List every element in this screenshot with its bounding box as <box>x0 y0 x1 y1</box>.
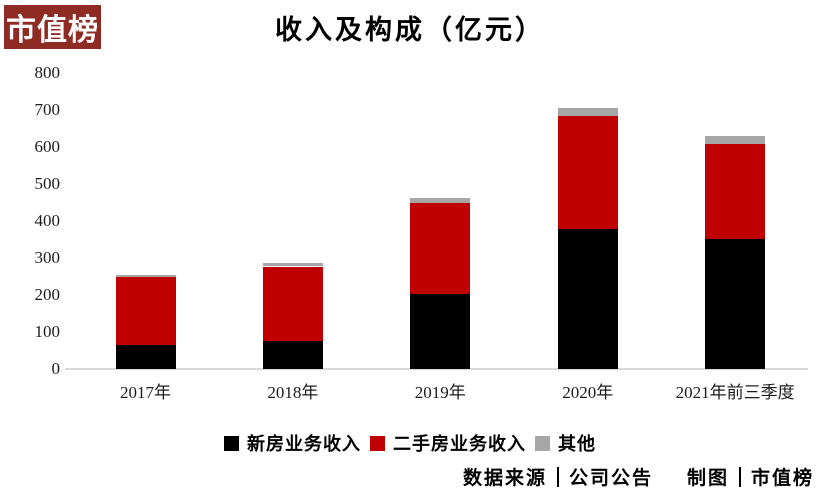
y-tick-label: 500 <box>34 174 61 193</box>
legend-label: 其他 <box>558 434 596 454</box>
legend-swatch <box>224 435 239 451</box>
bar-segment <box>410 202 471 294</box>
site-logo: 市值榜 <box>4 5 101 49</box>
bar-segment <box>705 238 766 369</box>
y-tick-label: 700 <box>34 100 61 119</box>
bar-segment <box>705 143 766 239</box>
chart-title: 收入及构成（亿元） <box>275 15 545 45</box>
legend: 新房业务收入 二手房业务收入 其他 <box>0 430 820 456</box>
footer-credits: 数据来源 公司公告 制图 市值榜 <box>463 463 814 490</box>
footer-separator <box>556 466 559 487</box>
y-tick-label: 600 <box>34 137 61 156</box>
legend-swatch <box>370 435 385 451</box>
legend-label: 二手房业务收入 <box>393 434 526 454</box>
legend-label: 新房业务收入 <box>247 434 361 454</box>
legend-item: 二手房业务收入 <box>370 430 526 456</box>
y-tick-label: 0 <box>51 359 61 378</box>
bar-segment <box>557 115 618 229</box>
footer-separator <box>738 466 741 487</box>
bar-segment <box>705 135 766 144</box>
x-tick-label: 2021年前三季度 <box>675 383 795 402</box>
x-tick-label: 2018年 <box>267 383 319 402</box>
y-tick-label: 800 <box>34 63 61 82</box>
y-tick-label: 300 <box>34 248 61 267</box>
bar-segment <box>115 277 176 346</box>
footer-source-value: 公司公告 <box>568 468 653 489</box>
legend-item: 其他 <box>535 430 596 456</box>
bar-segment <box>557 228 618 369</box>
y-tick-label: 400 <box>34 211 61 230</box>
bar-segment <box>410 293 471 369</box>
x-tick-label: 2019年 <box>414 383 466 402</box>
bar-segment <box>262 262 323 267</box>
y-tick-label: 200 <box>34 285 61 304</box>
x-tick-label: 2017年 <box>120 383 171 402</box>
footer-credit-value: 市值榜 <box>750 468 814 489</box>
site-logo-text: 市值榜 <box>6 14 99 47</box>
bar-segment <box>410 198 471 203</box>
footer-credit-label: 制图 <box>686 468 729 489</box>
y-tick-label: 100 <box>34 322 61 341</box>
x-axis-line <box>65 368 808 370</box>
bar-segment <box>557 108 618 116</box>
footer-source-label: 数据来源 <box>462 468 547 489</box>
bar-segment <box>262 341 323 369</box>
bar-segment <box>115 275 176 278</box>
bar-segment <box>262 266 323 342</box>
bar-segment <box>115 345 176 369</box>
legend-swatch <box>535 435 550 451</box>
legend-item: 新房业务收入 <box>224 430 361 456</box>
x-tick-label: 2020年 <box>562 383 614 402</box>
